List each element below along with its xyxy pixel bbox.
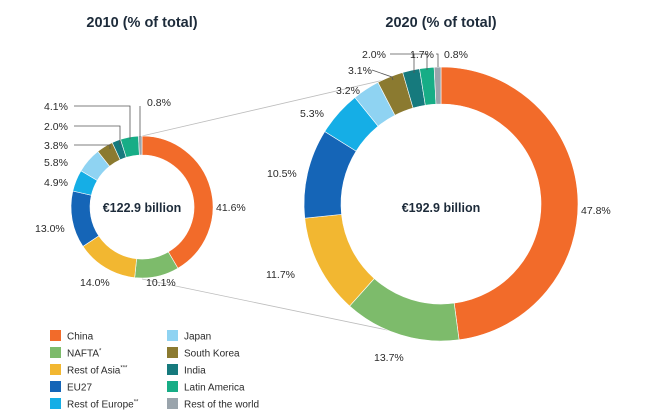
- legend-footnote-mark: *: [99, 349, 102, 355]
- legend-label-china: China: [67, 332, 94, 343]
- label-2020-china: 47.8%: [581, 205, 611, 217]
- label-2010-rest-of-asia: 14.0%: [80, 277, 110, 289]
- center-label-2010: €122.9 billion: [103, 201, 182, 215]
- legend-label-rest-of-the-world: Rest of the world: [184, 400, 259, 411]
- slice-2020-rest-of-the-world: [433, 66, 442, 105]
- label-2020-rest-of-asia: 11.7%: [266, 269, 295, 281]
- label-2010-nafta: 10.1%: [146, 277, 176, 289]
- label-2010-rest-of-europe: 4.9%: [44, 177, 68, 189]
- donut-2010: [70, 135, 214, 279]
- legend-swatch-japan: [167, 330, 178, 341]
- leader-2010-india: [74, 125, 121, 145]
- label-2020-nafta: 13.7%: [374, 352, 404, 364]
- legend-label-latin-america: Latin America: [184, 383, 245, 394]
- label-2020-south-korea: 3.1%: [348, 65, 372, 77]
- label-2020-latin-america: 1.7%: [410, 49, 434, 61]
- chart-title-2020: 2020 (% of total): [385, 15, 496, 31]
- leader-2020-latin-america: [413, 53, 428, 70]
- label-2020-japan: 3.2%: [336, 85, 360, 97]
- label-2010-latin-america: 4.1%: [44, 101, 68, 113]
- legend-swatch-rest-of-the-world: [167, 398, 178, 409]
- legend-label-japan: Japan: [184, 332, 211, 343]
- leader-2020-south-korea: [371, 69, 394, 81]
- legend-footnote-mark: ***: [120, 366, 128, 372]
- slice-2010-eu27: [70, 190, 100, 247]
- legend: China NAFTA* Rest of Asia*** EU27 Rest of Eu…: [50, 330, 259, 411]
- legend-swatch-rest-of-europe: [50, 398, 61, 409]
- label-2010-rest-of-world: 0.8%: [147, 97, 171, 109]
- label-2010-japan: 5.8%: [44, 157, 68, 169]
- legend-swatch-india: [167, 364, 178, 375]
- legend-swatch-south-korea: [167, 347, 178, 358]
- legend-swatch-nafta: [50, 347, 61, 358]
- slice-2010-rest-of-the-world: [138, 135, 143, 156]
- legend-swatch-rest-of-asia: [50, 364, 61, 375]
- legend-label-india: India: [184, 366, 206, 377]
- chart-title-2010: 2010 (% of total): [86, 15, 197, 31]
- slice-2020-china: [440, 66, 579, 341]
- legend-label-eu27: EU27: [67, 383, 92, 394]
- legend-label-rest-of-asia: Rest of Asia***: [67, 366, 128, 377]
- leader-2010-latin-america: [74, 105, 131, 139]
- label-2020-india: 2.0%: [362, 49, 386, 61]
- label-2010-south-korea: 3.8%: [44, 140, 68, 152]
- label-2010-india: 2.0%: [44, 121, 68, 133]
- label-2010-eu27: 13.0%: [35, 223, 65, 235]
- legend-label-nafta: NAFTA*: [67, 349, 102, 360]
- leader-2020-rest-of-world: [436, 53, 439, 67]
- label-2020-eu27: 10.5%: [267, 168, 297, 180]
- legend-swatch-eu27: [50, 381, 61, 392]
- legend-label-rest-of-europe: Rest of Europe**: [67, 400, 139, 411]
- legend-label-south-korea: South Korea: [184, 349, 240, 360]
- slice-2010-rest-of-asia: [82, 235, 137, 278]
- legend-footnote-mark: **: [134, 400, 139, 406]
- label-2020-rest-of-world: 0.8%: [444, 49, 468, 61]
- donut-2020: [303, 66, 579, 342]
- legend-swatch-china: [50, 330, 61, 341]
- label-2010-china: 41.6%: [216, 202, 246, 214]
- label-2020-rest-of-europe: 5.3%: [300, 108, 324, 120]
- center-label-2020: €192.9 billion: [402, 201, 481, 215]
- leader-2010-south-korea: [74, 144, 111, 149]
- legend-swatch-latin-america: [167, 381, 178, 392]
